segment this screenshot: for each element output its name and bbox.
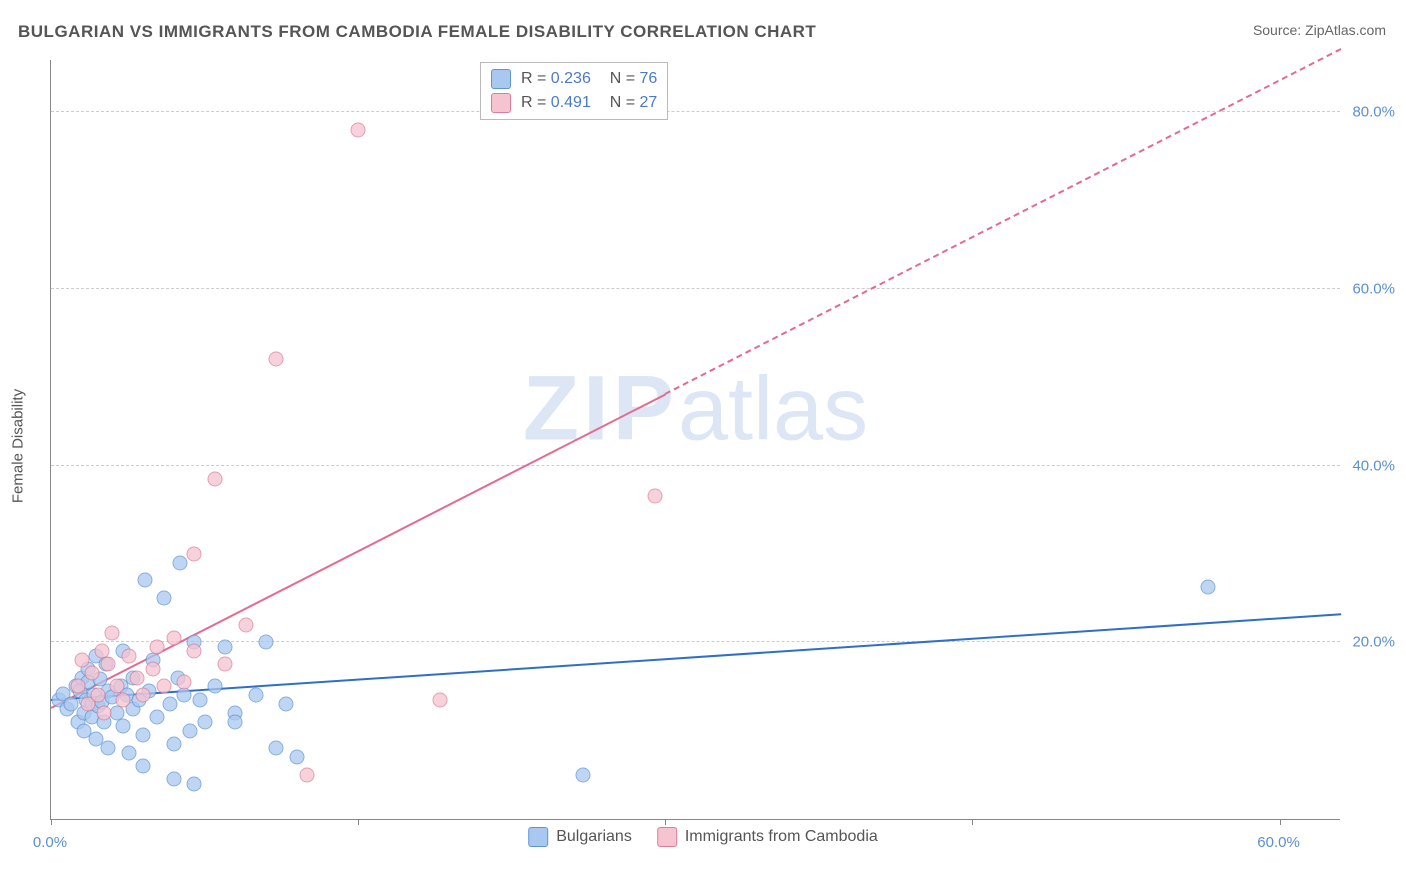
data-point-cambodia bbox=[187, 546, 202, 561]
data-point-cambodia bbox=[121, 648, 136, 663]
data-point-bulgarians bbox=[166, 736, 181, 751]
data-point-cambodia bbox=[91, 688, 106, 703]
series-legend: Bulgarians Immigrants from Cambodia bbox=[528, 827, 878, 847]
data-point-bulgarians bbox=[279, 697, 294, 712]
y-tick-label: 40.0% bbox=[1352, 457, 1395, 474]
gridline bbox=[51, 465, 1340, 466]
legend-label: Immigrants from Cambodia bbox=[685, 828, 878, 846]
watermark: ZIPatlas bbox=[523, 357, 868, 462]
data-point-bulgarians bbox=[193, 692, 208, 707]
legend-item-bulgarians: Bulgarians bbox=[528, 827, 632, 847]
data-point-cambodia bbox=[299, 767, 314, 782]
data-point-cambodia bbox=[97, 705, 112, 720]
x-tick-mark bbox=[51, 819, 52, 825]
r-value: 0.491 bbox=[551, 94, 591, 111]
data-point-bulgarians bbox=[101, 741, 116, 756]
x-tick-label: 0.0% bbox=[33, 834, 67, 851]
data-point-cambodia bbox=[648, 489, 663, 504]
data-point-bulgarians bbox=[269, 741, 284, 756]
data-point-bulgarians bbox=[136, 728, 151, 743]
data-point-bulgarians bbox=[1200, 579, 1215, 594]
data-point-cambodia bbox=[115, 692, 130, 707]
n-label: N = 27 bbox=[601, 94, 657, 112]
y-axis-label: Female Disability bbox=[10, 389, 27, 503]
stats-legend: R = 0.236 N = 76R = 0.491 N = 27 bbox=[480, 62, 668, 120]
trend-line-cambodia bbox=[51, 393, 666, 708]
x-tick-label: 60.0% bbox=[1257, 834, 1300, 851]
swatch-cambodia bbox=[491, 93, 511, 113]
data-point-bulgarians bbox=[150, 710, 165, 725]
data-point-bulgarians bbox=[197, 714, 212, 729]
source-attribution: Source: ZipAtlas.com bbox=[1253, 22, 1386, 38]
data-point-bulgarians bbox=[121, 745, 136, 760]
x-tick-mark bbox=[1280, 819, 1281, 825]
data-point-cambodia bbox=[105, 626, 120, 641]
r-label: R = 0.491 bbox=[521, 94, 591, 112]
data-point-cambodia bbox=[130, 670, 145, 685]
data-point-bulgarians bbox=[183, 723, 198, 738]
legend-swatch-bulgarians bbox=[528, 827, 548, 847]
x-tick-mark bbox=[665, 819, 666, 825]
data-point-cambodia bbox=[218, 657, 233, 672]
watermark-zip: ZIP bbox=[523, 358, 678, 460]
x-tick-mark bbox=[358, 819, 359, 825]
swatch-bulgarians bbox=[491, 69, 511, 89]
data-point-bulgarians bbox=[177, 688, 192, 703]
y-tick-label: 20.0% bbox=[1352, 634, 1395, 651]
data-point-bulgarians bbox=[162, 697, 177, 712]
r-value: 0.236 bbox=[551, 70, 591, 87]
n-value: 76 bbox=[640, 70, 658, 87]
stats-row-bulgarians: R = 0.236 N = 76 bbox=[491, 67, 657, 91]
y-tick-label: 80.0% bbox=[1352, 104, 1395, 121]
data-point-bulgarians bbox=[218, 639, 233, 654]
gridline bbox=[51, 641, 1340, 642]
data-point-cambodia bbox=[136, 688, 151, 703]
data-point-bulgarians bbox=[289, 750, 304, 765]
data-point-cambodia bbox=[74, 652, 89, 667]
data-point-cambodia bbox=[351, 122, 366, 137]
chart-title: BULGARIAN VS IMMIGRANTS FROM CAMBODIA FE… bbox=[18, 22, 816, 42]
data-point-cambodia bbox=[187, 644, 202, 659]
data-point-cambodia bbox=[238, 617, 253, 632]
n-label: N = 76 bbox=[601, 70, 657, 88]
data-point-cambodia bbox=[146, 661, 161, 676]
data-point-cambodia bbox=[84, 666, 99, 681]
stats-row-cambodia: R = 0.491 N = 27 bbox=[491, 91, 657, 115]
data-point-bulgarians bbox=[248, 688, 263, 703]
gridline bbox=[51, 288, 1340, 289]
data-point-cambodia bbox=[101, 657, 116, 672]
r-label: R = 0.236 bbox=[521, 70, 591, 88]
gridline bbox=[51, 111, 1340, 112]
data-point-cambodia bbox=[70, 679, 85, 694]
plot-area: ZIPatlas 20.0%40.0%60.0%80.0% bbox=[50, 60, 1340, 820]
legend-item-cambodia: Immigrants from Cambodia bbox=[657, 827, 878, 847]
legend-swatch-cambodia bbox=[657, 827, 677, 847]
data-point-bulgarians bbox=[115, 719, 130, 734]
data-point-cambodia bbox=[150, 639, 165, 654]
data-point-bulgarians bbox=[187, 776, 202, 791]
watermark-atlas: atlas bbox=[678, 360, 868, 460]
data-point-bulgarians bbox=[138, 573, 153, 588]
data-point-bulgarians bbox=[207, 679, 222, 694]
x-tick-mark bbox=[972, 819, 973, 825]
data-point-cambodia bbox=[433, 692, 448, 707]
data-point-bulgarians bbox=[259, 635, 274, 650]
y-tick-label: 60.0% bbox=[1352, 280, 1395, 297]
trend-line-cambodia-extrapolated bbox=[665, 48, 1342, 395]
data-point-cambodia bbox=[156, 679, 171, 694]
data-point-bulgarians bbox=[576, 767, 591, 782]
data-point-cambodia bbox=[269, 352, 284, 367]
n-value: 27 bbox=[640, 94, 658, 111]
data-point-bulgarians bbox=[173, 555, 188, 570]
data-point-bulgarians bbox=[136, 758, 151, 773]
data-point-cambodia bbox=[207, 471, 222, 486]
data-point-cambodia bbox=[166, 630, 181, 645]
data-point-bulgarians bbox=[156, 591, 171, 606]
legend-label: Bulgarians bbox=[556, 828, 632, 846]
data-point-cambodia bbox=[177, 675, 192, 690]
data-point-bulgarians bbox=[166, 772, 181, 787]
data-point-bulgarians bbox=[228, 714, 243, 729]
